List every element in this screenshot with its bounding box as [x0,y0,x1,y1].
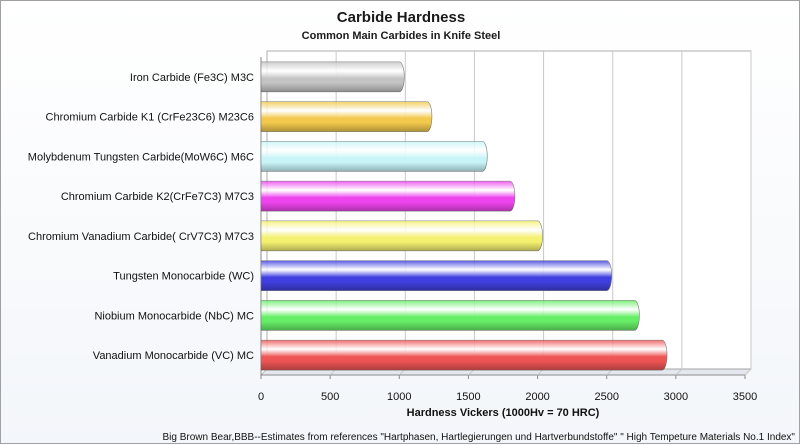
x-tick-label: 1000 [387,391,411,403]
bar-shade [261,260,612,291]
grid-line-floor [744,368,752,376]
category-label: Vanadium Monocarbide (VC) MC [93,350,254,362]
chart-footnote: Big Brown Bear,BBB--Estimates from refer… [163,432,796,443]
bar-shade [261,101,432,132]
category-label: Tungsten Monocarbide (WC) [113,271,254,283]
bar-shade [261,141,488,172]
grid-line-floor [675,368,683,376]
category-labels: Iron Carbide (Fe3C) M3C Chromium Carbide … [28,72,254,362]
bar-shade [261,181,515,212]
chart-title: Carbide Hardness [337,9,465,26]
x-axis-title: Hardness Vickers (1000Hv = 70 HRC) [407,407,600,419]
x-axis-ticks: 0 500 1000 1500 2000 2500 3000 3500 [258,375,757,403]
x-tick-label: 500 [321,391,339,403]
x-tick-label: 3000 [664,391,688,403]
x-tick-label: 1500 [456,391,480,403]
category-label: Iron Carbide (Fe3C) M3C [130,72,254,84]
x-tick-label: 2500 [594,391,618,403]
plot-background [261,51,751,375]
bar-shade [261,61,405,92]
category-label: Molybdenum Tungsten Carbide(MoW6C) M6C [28,151,254,163]
bar-shade [261,300,640,331]
x-tick-label: 2000 [525,391,549,403]
bar-series [260,61,668,371]
x-tick-label: 3500 [733,391,757,403]
category-label: Chromium Carbide K1 (CrFe23C6) M23C6 [46,112,254,124]
category-label: Niobium Monocarbide (NbC) MC [94,310,254,322]
chart-subtitle: Common Main Carbides in Knife Steel [302,30,501,42]
bar-shade [261,340,668,371]
x-tick-label: 0 [258,391,264,403]
category-label: Chromium Vanadium Carbide( CrV7C3) M7C3 [28,231,254,243]
bar-shade [261,220,543,251]
category-label: Chromium Carbide K2(CrFe7C3) M7C3 [61,191,254,203]
